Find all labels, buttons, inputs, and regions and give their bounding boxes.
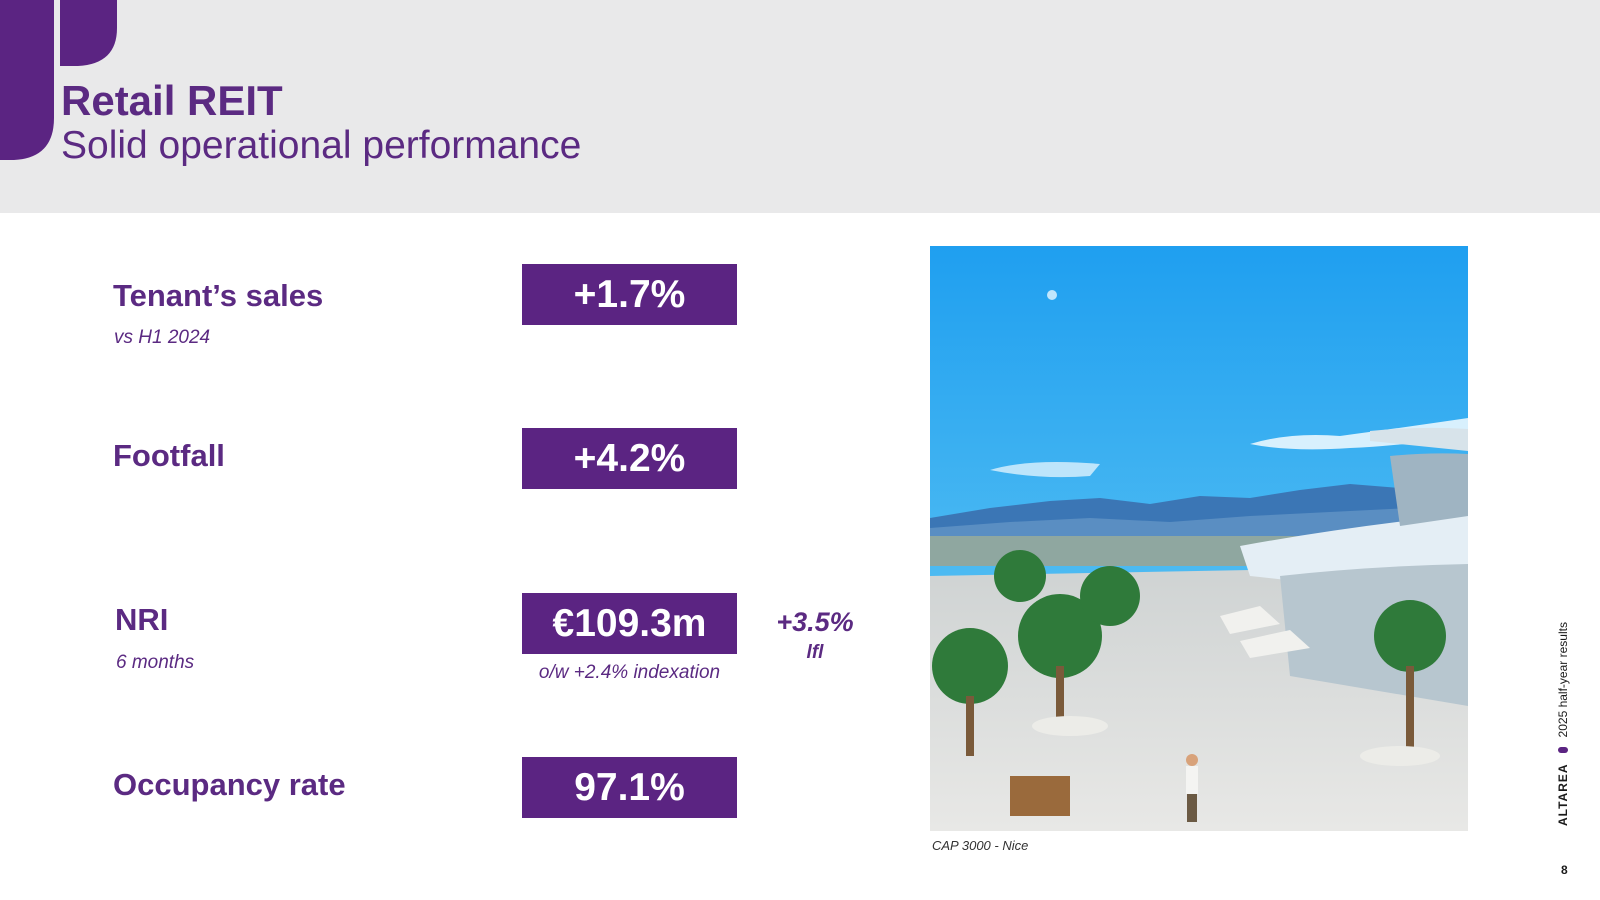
photo-caption: CAP 3000 - Nice — [932, 838, 1029, 853]
kpi-value-tenant-sales: +1.7% — [522, 264, 737, 325]
kpi-value-occupancy-rate: 97.1% — [522, 757, 737, 818]
kpi-sub-nri-indexation: o/w +2.4% indexation — [538, 662, 721, 683]
page-subtitle: Solid operational performance — [61, 124, 582, 167]
kpi-note-nri: 6 months — [116, 652, 195, 673]
brand-shape-decoration — [0, 0, 117, 160]
header-band: Retail REIT Solid operational performanc… — [0, 0, 1600, 213]
brand-name: ALTAREA — [1556, 763, 1570, 826]
kpi-lfl-value-nri: +3.5% — [776, 607, 854, 637]
report-name: 2025 half-year results — [1556, 622, 1570, 738]
kpi-value-nri: €109.3m — [522, 593, 737, 654]
kpi-label-occupancy-rate: Occupancy rate — [113, 767, 346, 802]
kpi-label-footfall: Footfall — [113, 438, 225, 473]
side-footer: ALTAREA 2025 half-year results — [1556, 622, 1570, 826]
separator-dot — [1558, 747, 1568, 754]
kpi-label-tenant-sales: Tenant’s sales — [113, 278, 324, 313]
page-title: Retail REIT — [61, 77, 283, 124]
kpi-lfl-label-nri: lfl — [806, 642, 824, 663]
page-number: 8 — [1561, 863, 1568, 877]
kpi-note-tenant-sales: vs H1 2024 — [114, 327, 211, 348]
kpi-value-footfall: +4.2% — [522, 428, 737, 489]
shopping-centre-photo — [930, 246, 1468, 831]
kpi-label-nri: NRI — [115, 602, 169, 637]
